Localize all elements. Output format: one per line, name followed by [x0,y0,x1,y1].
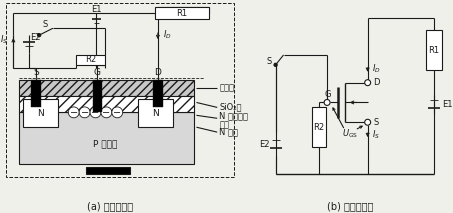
Text: SiO₂层: SiO₂层 [219,102,242,111]
Bar [19,112,194,164]
Text: −: − [113,108,121,118]
Text: −: − [92,108,100,118]
Text: $I_S$: $I_S$ [371,129,380,141]
Text: P 型衬底: P 型衬底 [93,140,118,148]
Text: R2: R2 [85,55,96,64]
Bar [86,167,130,174]
Text: S: S [266,57,272,66]
Circle shape [90,107,101,118]
Circle shape [68,107,79,118]
Text: 材料: 材料 [219,121,229,130]
Text: −: − [70,108,78,118]
Text: D: D [374,78,380,87]
Text: N: N [37,109,44,118]
Text: $I_D$: $I_D$ [163,29,172,41]
Text: N: N [152,109,159,118]
Circle shape [324,99,330,105]
Text: −: − [81,108,89,118]
Circle shape [101,107,112,118]
Bar [31,80,41,107]
Circle shape [365,119,371,125]
Circle shape [365,80,371,86]
Text: $I_S$: $I_S$ [0,34,9,46]
Text: (a) 结构图形式: (a) 结构图形式 [87,201,134,211]
Text: G: G [325,90,331,99]
Text: N 沟道: N 沟道 [219,128,238,137]
Bar [76,55,106,65]
Bar [153,80,163,107]
Circle shape [38,34,41,37]
Text: $I_D$: $I_D$ [371,63,381,75]
Text: R1: R1 [177,9,188,18]
Text: R2: R2 [313,123,325,132]
Bar [138,99,173,127]
Text: $U_{\rm GS}$: $U_{\rm GS}$ [342,128,358,140]
Text: E1: E1 [442,100,453,109]
Text: D: D [154,68,161,77]
Text: S: S [33,68,39,77]
Text: −: − [102,108,111,118]
Bar [155,7,209,19]
Text: E2: E2 [30,33,41,42]
Circle shape [112,107,123,118]
Text: (b) 电路图形式: (b) 电路图形式 [327,201,373,211]
Bar [23,99,58,127]
Text: N 型半导体: N 型半导体 [219,112,248,121]
Text: E1: E1 [91,5,102,14]
Bar [19,80,194,96]
Bar [6,3,234,177]
Text: 铝电极: 铝电极 [219,83,234,92]
Text: E2: E2 [259,140,270,148]
Text: S: S [374,118,379,127]
Bar [312,107,326,147]
Bar [92,80,102,112]
Text: G: G [94,68,101,77]
Bar [426,30,442,70]
Circle shape [79,107,90,118]
Circle shape [274,63,277,66]
Bar [19,96,194,112]
Text: S: S [43,20,48,29]
Text: R1: R1 [429,46,439,55]
